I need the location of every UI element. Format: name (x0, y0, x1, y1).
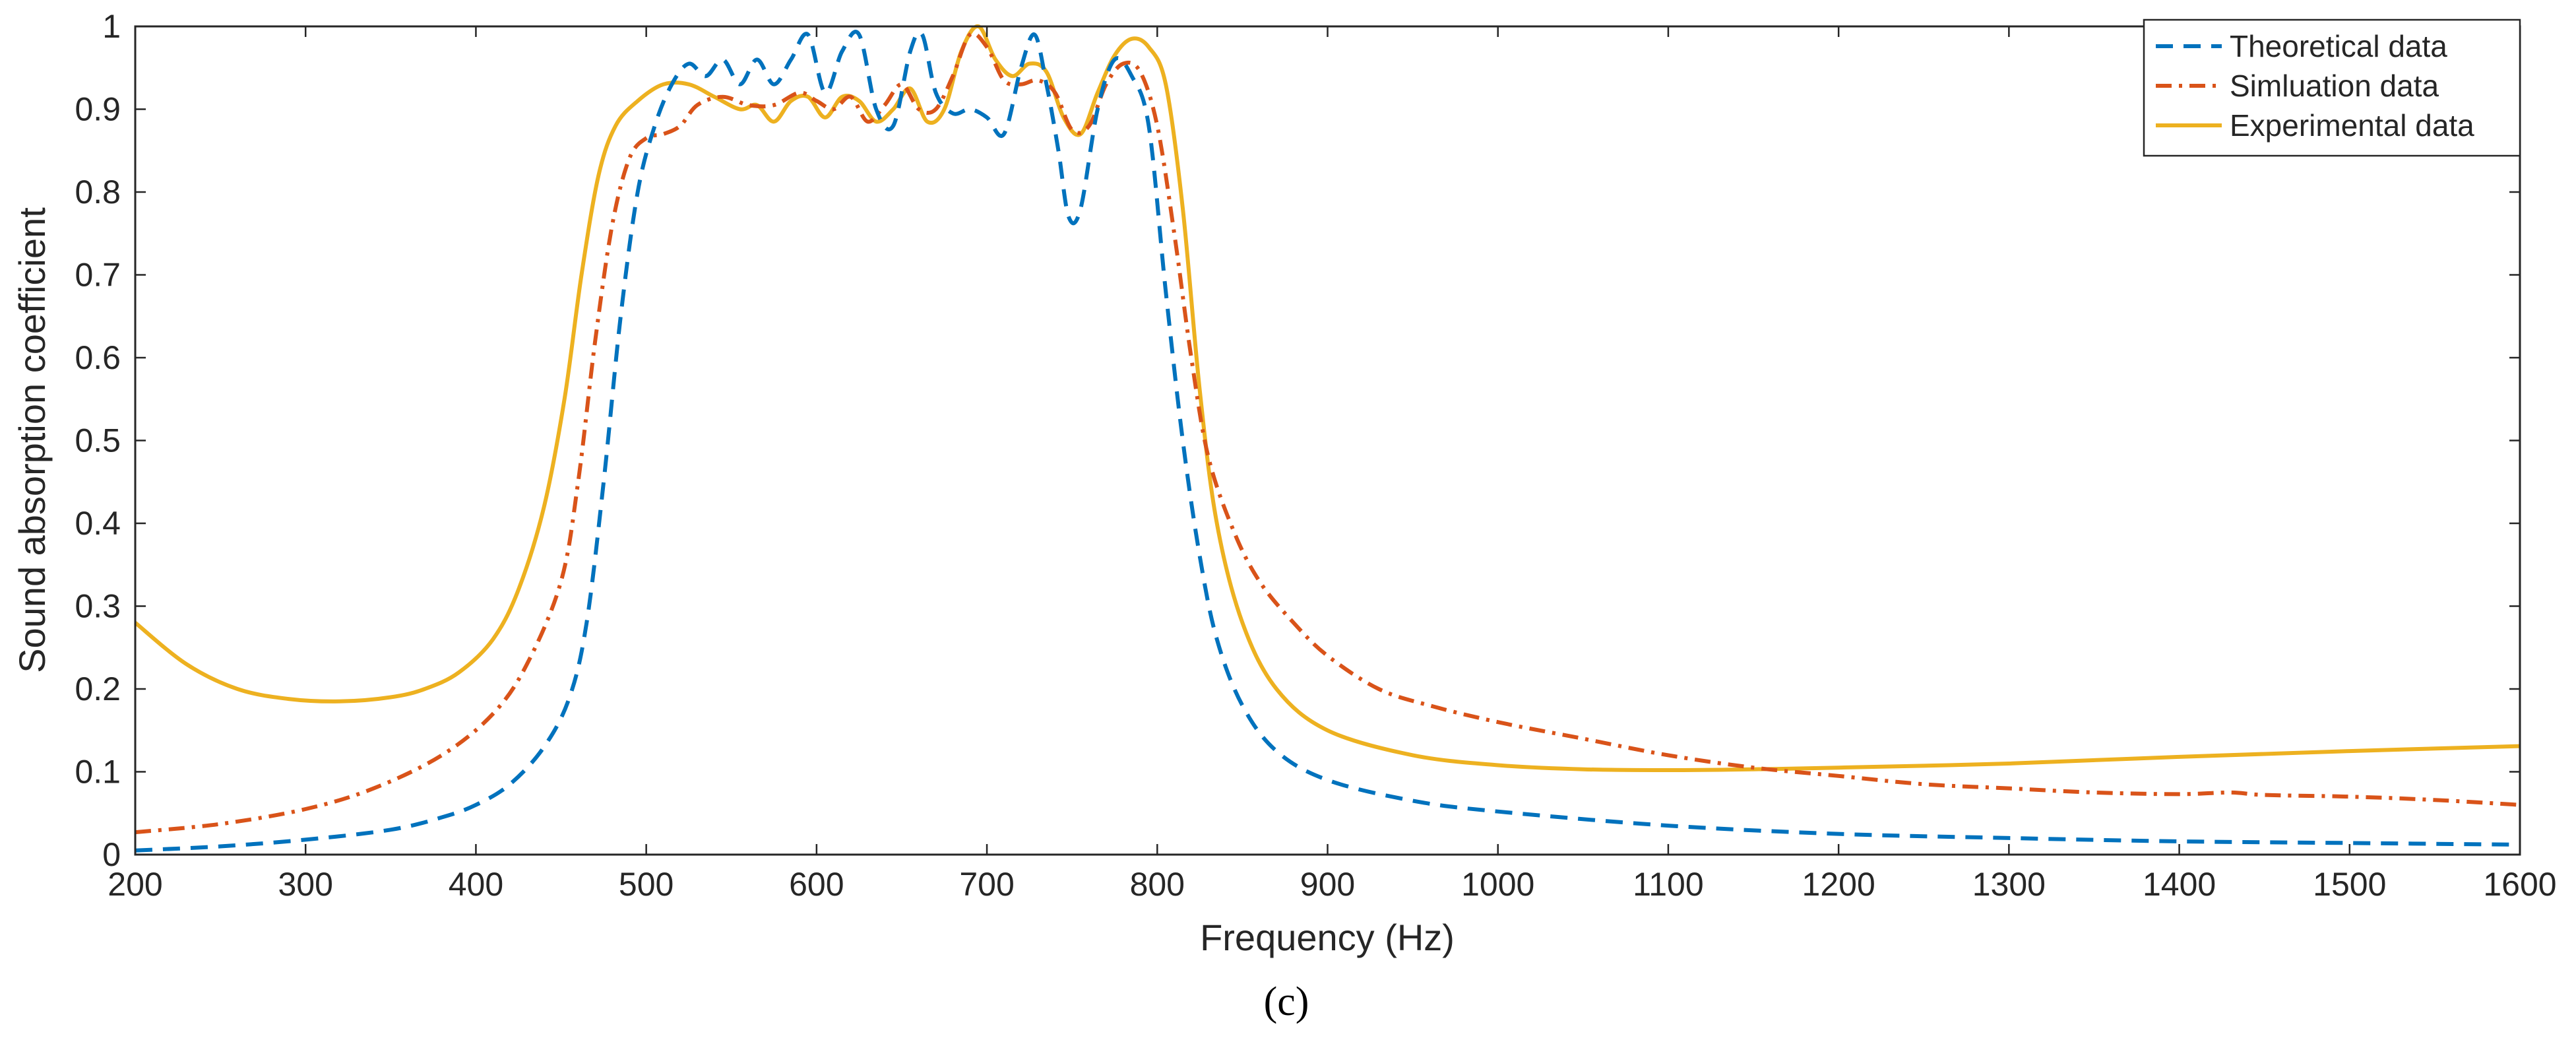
x-tick-label: 700 (959, 866, 1014, 903)
legend-box (2143, 18, 2521, 157)
legend-label: Simluation data (2230, 69, 2439, 103)
x-tick-label: 300 (278, 866, 332, 903)
x-tick-label: 1000 (1461, 866, 1534, 903)
x-tick-label: 800 (1130, 866, 1185, 903)
x-tick-label: 900 (1300, 866, 1355, 903)
y-tick-label: 0.3 (75, 588, 121, 625)
x-tick-label: 1600 (2483, 866, 2556, 903)
x-tick-label: 1300 (1972, 866, 2046, 903)
series-line-theoretical-data (135, 30, 2521, 853)
y-tick-label: 0.4 (75, 505, 121, 542)
y-tick-label: 0 (102, 836, 121, 873)
y-tick-label: 0.6 (75, 339, 121, 376)
legend: Theoretical data Simluation data Experimen… (2143, 18, 2521, 157)
x-tick-label: 1100 (1633, 866, 1704, 903)
legend-label: Theoretical data (2230, 29, 2447, 63)
x-tick-label: 1200 (1802, 866, 1875, 903)
y-tick-label: 0.1 (75, 754, 121, 791)
legend-items: Theoretical data Simluation data Experimen… (2156, 29, 2474, 143)
panel-label: (c) (1264, 979, 1309, 1024)
y-tick-label: 0.7 (75, 257, 121, 294)
y-tick-label: 0.9 (75, 91, 121, 128)
y-tick-label: 1 (102, 8, 121, 45)
series-line-simluation-data (135, 31, 2521, 835)
plot-area (135, 26, 2520, 855)
x-tick-label: 400 (449, 866, 503, 903)
x-tick-label: 500 (619, 866, 674, 903)
x-tick-label: 200 (108, 866, 162, 903)
y-axis-title: Sound absorption coefficient (11, 207, 53, 673)
x-tick-label: 1400 (2143, 866, 2216, 903)
y-tick-label: 0.2 (75, 670, 121, 707)
x-tick-label: 600 (789, 866, 844, 903)
plot-frame (134, 25, 2521, 856)
x-axis-title: Frequency (Hz) (1200, 917, 1455, 958)
y-tick-label: 0.5 (75, 422, 121, 459)
y-tick-label: 0.8 (75, 174, 121, 211)
ticks-layer: 200 300 400 500 600 700 800 900 1000 1100 1200 1300… (75, 8, 2556, 903)
x-tick-label: 1500 (2313, 866, 2386, 903)
legend-label: Experimental data (2230, 108, 2474, 143)
